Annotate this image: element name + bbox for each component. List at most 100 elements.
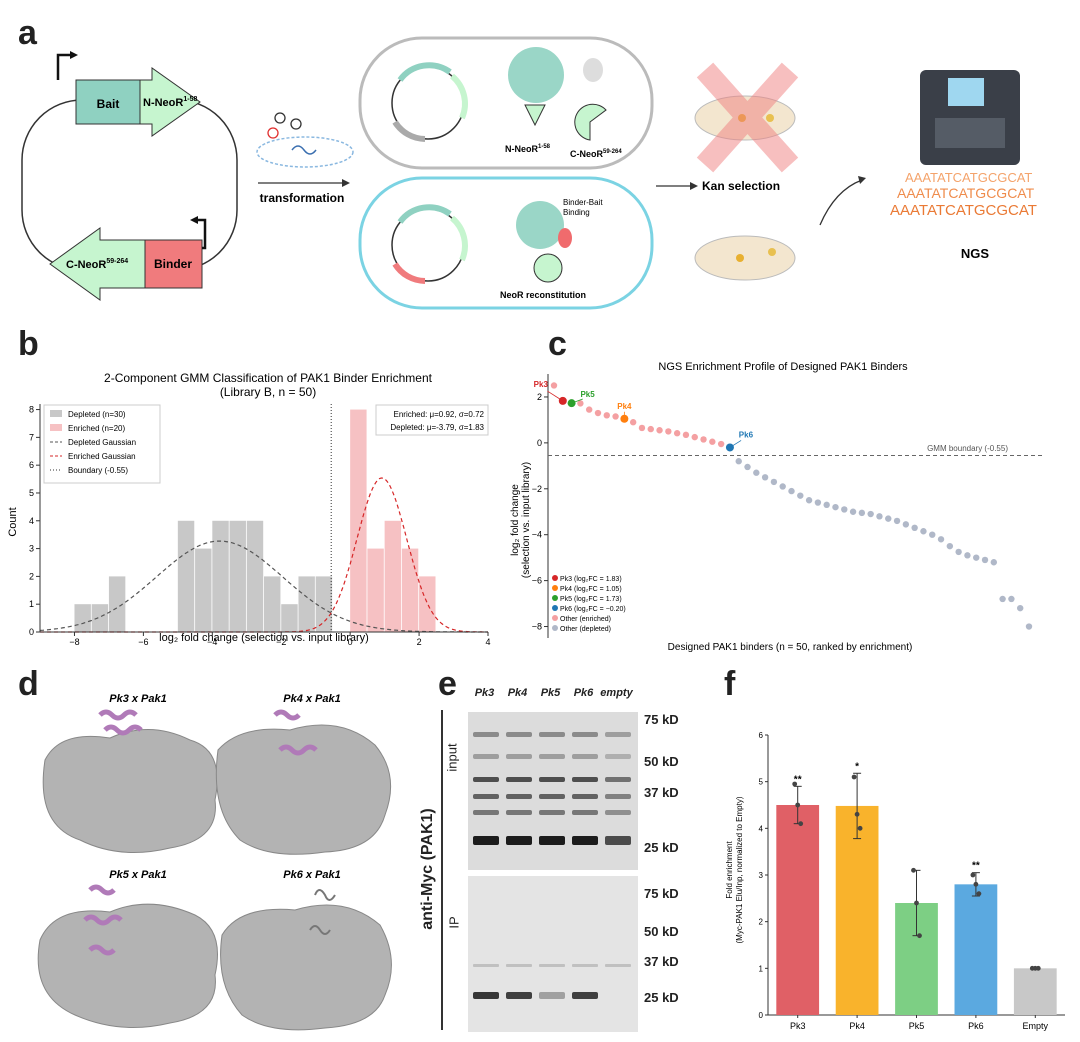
e-marker-input-75: 75 kD: [644, 712, 679, 727]
f-y-tick-label: 2: [759, 918, 764, 927]
b-legend-enriched: Enriched (n=20): [68, 424, 125, 433]
b-legend-depleted: Depleted (n=30): [68, 410, 126, 419]
e-marker-ip-37: 37 kD: [644, 954, 679, 969]
c-point: [665, 428, 672, 435]
b-bar-depleted: [91, 604, 109, 632]
c-legend-pk6: Pk6 (log₂FC = −0.20): [560, 606, 626, 613]
c-legend-pk3: Pk3 (log₂FC = 1.83): [560, 576, 622, 583]
b-bar-enriched: [419, 576, 436, 632]
b-bar-depleted: [195, 548, 212, 632]
c-ylabel: log₂ fold change: [510, 484, 521, 556]
f-significance: *: [855, 761, 859, 772]
e-lane-labels: Pk3 Pk4 Pk5 Pk6 empty: [468, 687, 648, 703]
c-point: [973, 554, 980, 561]
e-ip-label: IP: [446, 916, 462, 929]
b-x-tick-label: −4: [207, 637, 217, 647]
c-point: [585, 406, 593, 413]
cell-top-n-neor: N-NeoR1-58: [505, 144, 551, 154]
b-bar-depleted: [229, 520, 246, 632]
d-label-pk5: Pk5 x Pak1: [109, 869, 167, 881]
d-label-pk6: Pk6 x Pak1: [283, 869, 341, 881]
c-annot-line: [571, 398, 583, 404]
e-lane-label-pk4: Pk4: [507, 687, 528, 699]
pak1-bound-icon: [516, 201, 564, 249]
bacterium-icon: [256, 136, 354, 168]
b-legend-swatch-enriched: [50, 424, 62, 431]
c-legend: Pk3 (log₂FC = 1.83) Pk4 (log₂FC = 1.05) …: [552, 575, 626, 633]
e-input-band: [506, 810, 532, 815]
f-point: [911, 867, 916, 873]
f-significance: **: [972, 861, 980, 872]
pk5-binder-icon: [83, 884, 123, 956]
b-x-tick-label: 4: [485, 637, 490, 647]
cell-top-neor-segment: [449, 73, 468, 120]
n-neor-arrow: [139, 67, 201, 137]
f-point: [914, 900, 919, 906]
e-ip-band: [572, 992, 598, 999]
e-ip-faint-band: [605, 964, 631, 967]
b-x-tick-label: −6: [138, 637, 148, 647]
kan-selection-label: Kan selection: [702, 179, 780, 193]
e-ip-blot: [468, 876, 638, 1032]
e-input-band: [605, 836, 631, 845]
e-input-band: [539, 836, 565, 845]
e-lane-label-pk5: Pk5: [540, 687, 561, 699]
c-point: [779, 483, 786, 490]
f-point: [851, 774, 857, 780]
panel-letter-f: f: [724, 665, 736, 703]
binding-label-1: Binder-Bait: [563, 198, 603, 207]
b-legend-boundary: Boundary (-0.55): [68, 466, 128, 475]
e-divider: [441, 710, 443, 1030]
e-ip-band: [506, 992, 532, 999]
dna-seq-1: AAATATCATGCGCAT: [905, 170, 1032, 185]
cell-bottom-bait-segment: [397, 204, 452, 224]
c-point: [858, 509, 866, 517]
pak1-protein-icon: [508, 47, 564, 103]
f-point: [917, 933, 922, 939]
d-label-pk3: Pk3 x Pak1: [109, 693, 167, 705]
c-point: [1017, 604, 1024, 612]
c-point: [832, 503, 839, 511]
plasmid-small-icon: [290, 118, 302, 130]
e-marker-input-50: 50 kD: [644, 754, 679, 769]
e-input-band: [473, 794, 499, 799]
c-point: [1008, 595, 1015, 603]
cell-top-c-neor: C-NeoR59-264: [570, 149, 622, 159]
b-stats-enriched: Enriched: μ=0.92, σ=0.72: [394, 410, 485, 419]
f-ylabel-2: (Myc-PAK1 Elu/Inp, normalized to Empty): [735, 796, 744, 943]
f-point: [976, 891, 982, 897]
panel-c-scatter: NGS Enrichment Profile of Designed PAK1 …: [510, 361, 1045, 653]
kan-arrowhead: [690, 182, 698, 190]
f-y-tick-label: 1: [759, 964, 764, 973]
pak1-surface-pk6: [220, 904, 392, 1031]
b-y-tick-label: 4: [29, 516, 34, 526]
c-y-tick-label: 2: [537, 392, 542, 402]
e-input-band: [572, 810, 598, 815]
c-annot-line: [729, 440, 742, 448]
f-x-tick-label: Pk5: [909, 1021, 925, 1031]
f-point: [854, 811, 860, 817]
c-point: [577, 400, 584, 407]
f-bar-pk6: [954, 884, 998, 1015]
b-legend-enriched-gaussian: Enriched Gaussian: [68, 452, 136, 461]
e-input-band: [539, 794, 565, 799]
cell-top-grey-segment: [392, 120, 426, 142]
e-marker-ip-50: 50 kD: [644, 924, 679, 939]
e-marker-ip-25: 25 kD: [644, 990, 679, 1005]
bait-label: Bait: [97, 97, 120, 111]
e-input-band: [539, 732, 565, 737]
c-legend-other-depleted: Other (depleted): [560, 626, 611, 633]
c-legend-marker: [552, 615, 558, 621]
f-y-tick-label: 4: [759, 824, 764, 833]
c-legend-marker: [552, 595, 558, 601]
b-x-tick-label: 2: [417, 637, 422, 647]
e-marker-input-25: 25 kD: [644, 840, 679, 855]
cell-bottom-neor-segment: [449, 215, 468, 262]
cell-bottom-binder-segment: [392, 262, 426, 284]
e-input-band: [473, 777, 499, 782]
b-legend-swatch-depleted: [50, 410, 62, 417]
n-neor-label: N-NeoR1-58: [143, 96, 197, 109]
sequencer-body: [935, 118, 1005, 148]
e-lane-label-pk3: Pk3: [474, 687, 495, 699]
panel-d-structures: Pk3 x Pak1 Pk4 x Pak1 Pk5 x Pak1 Pk6 x P…: [37, 693, 392, 1031]
